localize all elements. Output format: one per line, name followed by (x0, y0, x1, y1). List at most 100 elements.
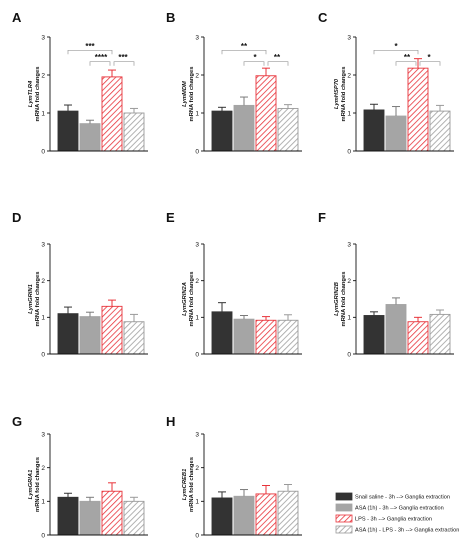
legend-item-lps: LPS - 3h --> Ganglia extraction (335, 514, 432, 523)
legend-label: ASA (1h) - LPS - 3h --> Ganglia extracti… (355, 528, 459, 534)
significance-bracket (395, 61, 417, 66)
y-axis-gene: LymCREB1 (182, 469, 188, 501)
y-tick-label: 0 (195, 532, 199, 539)
y-tick-label: 3 (347, 241, 351, 248)
y-axis-unit: mRNA fold changes (189, 272, 195, 327)
bar-saline (57, 496, 79, 536)
panel-letter: B (166, 10, 175, 25)
y-tick-label: 3 (41, 241, 45, 248)
y-tick-label: 0 (41, 351, 45, 358)
y-axis-gene: LymTLR4 (28, 80, 34, 107)
panel-letter: G (12, 414, 22, 429)
bar-asa_lps (277, 319, 299, 355)
bar-asa_lps (123, 112, 145, 152)
significance-label: * (427, 53, 431, 62)
bar-lps (101, 305, 123, 355)
bar-asa (233, 104, 255, 152)
y-tick-label: 1 (195, 110, 199, 117)
significance-label: ** (274, 53, 281, 62)
y-tick-label: 2 (195, 278, 199, 285)
y-axis-label: LymCREB1mRNA fold changes (182, 457, 195, 512)
panel-letter: E (166, 210, 175, 225)
significance-bracket (373, 49, 419, 55)
bar-asa_lps (123, 321, 145, 355)
y-tick-label: 2 (347, 72, 351, 79)
significance-label: *** (118, 53, 128, 62)
y-axis-gene: LymMDM (182, 81, 188, 107)
significance-bracket (89, 61, 111, 66)
y-tick-label: 1 (41, 315, 45, 322)
y-axis-label: LymGRIN2AmRNA fold changes (182, 272, 195, 327)
panel-e: E 0 1 2 3 LymGRIN2AmRNA fold changes (166, 210, 302, 358)
bar-asa (79, 316, 101, 355)
legend-item-asa: ASA (1h) - 3h --> Ganglia extraction (335, 503, 444, 512)
legend-item-saline: Snail saline - 3h --> Ganglia extraction (335, 492, 450, 501)
legend-swatch (335, 492, 353, 501)
bar-saline (211, 311, 233, 355)
bar-asa (385, 304, 407, 355)
y-tick-label: 0 (195, 148, 199, 155)
y-tick-label: 1 (195, 499, 199, 506)
panel-h: H 0 1 2 3 LymCREB1mRNA fold changes (166, 414, 302, 539)
y-tick-label: 1 (347, 315, 351, 322)
y-axis-gene: LymGRIA1 (28, 470, 34, 500)
y-tick-label: 3 (195, 241, 199, 248)
y-tick-label: 2 (41, 278, 45, 285)
bar-asa (233, 318, 255, 355)
bar-asa (79, 500, 101, 536)
significance-bracket (113, 61, 135, 66)
significance-label: * (253, 53, 257, 62)
significance-bracket (267, 61, 289, 66)
y-axis-unit: mRNA fold changes (35, 67, 41, 122)
bar-saline (363, 315, 385, 355)
legend-item-asa_lps: ASA (1h) - LPS - 3h --> Ganglia extracti… (335, 525, 459, 534)
panel-f: F 0 1 2 3 LymGRIN2BmRNA fold changes (318, 210, 454, 358)
bar-lps (255, 319, 277, 355)
panel-letter: H (166, 414, 175, 429)
bar-saline (211, 110, 233, 152)
legend-swatch (335, 525, 353, 534)
legend-label: LPS - 3h --> Ganglia extraction (355, 517, 432, 523)
significance-bracket (67, 49, 113, 55)
y-axis-label: LymGRIN2BmRNA fold changes (334, 272, 347, 327)
y-tick-label: 2 (41, 465, 45, 472)
significance-bracket (243, 61, 265, 66)
bar-asa (79, 123, 101, 152)
bar-asa_lps (277, 490, 299, 536)
panel-letter: A (12, 10, 22, 25)
significance-label: ** (404, 53, 411, 62)
y-tick-label: 2 (195, 465, 199, 472)
bar-lps (101, 490, 123, 536)
significance-label: * (394, 42, 398, 51)
bar-saline (57, 110, 79, 152)
y-tick-label: 1 (41, 499, 45, 506)
significance-bracket (419, 61, 441, 66)
bar-lps (255, 493, 277, 536)
y-axis-label: LymGRIA1mRNA fold changes (28, 457, 41, 512)
y-tick-label: 1 (41, 110, 45, 117)
bar-lps (101, 76, 123, 152)
legend: Snail saline - 3h --> Ganglia extraction… (335, 492, 459, 534)
y-tick-label: 0 (195, 351, 199, 358)
y-tick-label: 2 (347, 278, 351, 285)
y-axis-label: LymGRIN1mRNA fold changes (28, 272, 41, 327)
bar-asa (233, 495, 255, 536)
y-tick-label: 2 (195, 72, 199, 79)
significance-bracket (221, 49, 267, 55)
legend-swatch (335, 514, 353, 523)
y-tick-label: 0 (41, 148, 45, 155)
y-axis-unit: mRNA fold changes (35, 457, 41, 512)
y-axis-gene: LymGRIN1 (28, 284, 34, 314)
y-axis-label: LymHSP70mRNA fold changes (334, 67, 347, 122)
y-tick-label: 3 (347, 34, 351, 41)
panel-letter: F (318, 210, 326, 225)
bar-lps (407, 67, 429, 152)
legend-swatch (335, 503, 353, 512)
y-axis-label: LymTLR4mRNA fold changes (28, 67, 41, 122)
legend-label: ASA (1h) - 3h --> Ganglia extraction (355, 506, 444, 512)
y-tick-label: 3 (41, 34, 45, 41)
